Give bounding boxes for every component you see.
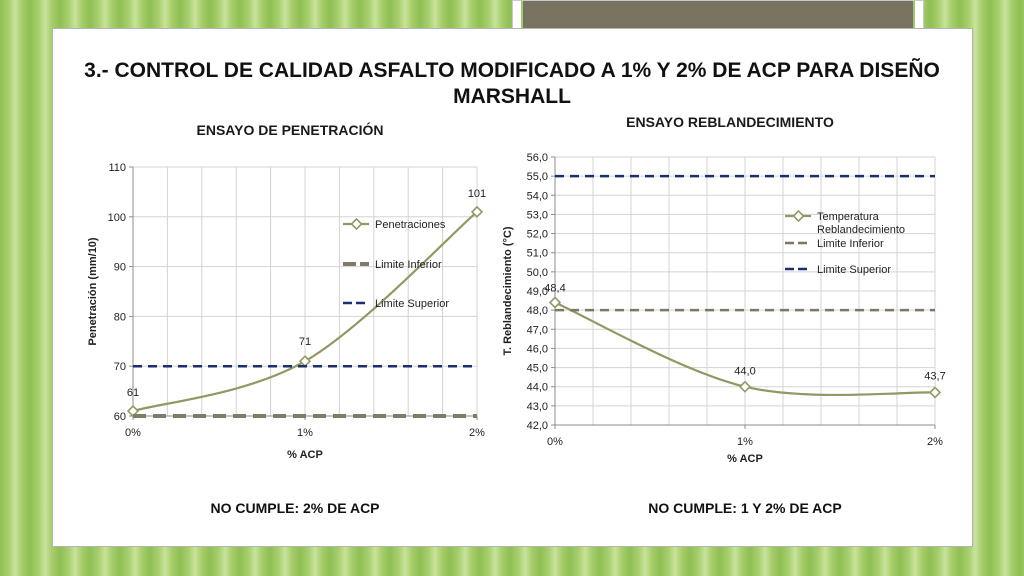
x-tick-label: 0% [547, 436, 563, 448]
data-point-marker [298, 355, 312, 368]
slide-title: 3.- CONTROL DE CALIDAD ASFALTO MODIFICAD… [84, 59, 940, 108]
legend-swatch-marker [792, 209, 805, 223]
legend-entry-label: Limite Superior [817, 264, 891, 276]
y-tick-label: 43,0 [527, 401, 548, 413]
data-point-marker [126, 404, 140, 418]
softening-chart-title: ENSAYO REBLANDECIMIENTO [626, 114, 834, 130]
y-tick-label: 100 [108, 212, 126, 224]
legend-entry-label: Limite Superior [375, 298, 449, 310]
x-axis-label: % ACP [727, 453, 763, 465]
x-axis-label: % ACP [287, 449, 323, 461]
legend-entry-label: Penetraciones [375, 219, 446, 231]
data-label: 48,4 [544, 282, 565, 294]
y-tick-label: 48,0 [527, 305, 548, 317]
y-tick-label: 47,0 [527, 324, 548, 336]
y-tick-label: 52,0 [527, 229, 548, 241]
y-tick-label: 56,0 [527, 152, 548, 164]
legend-entry-label: Limite Inferior [817, 238, 884, 250]
y-tick-label: 42,0 [527, 420, 548, 432]
data-label: 101 [468, 188, 486, 200]
data-label: 44,0 [734, 366, 755, 378]
y-axis-label: T. Reblandecimiento (°C) [502, 226, 514, 355]
y-axis-label: Penetración (mm/10) [87, 237, 99, 346]
softening-verdict: NO CUMPLE: 1 Y 2% DE ACP [648, 500, 842, 516]
data-point-marker [470, 205, 484, 218]
y-tick-label: 45,0 [527, 363, 548, 375]
x-tick-label: 1% [737, 436, 753, 448]
legend-entry-label: Limite Inferior [375, 259, 442, 271]
y-tick-label: 50,0 [527, 267, 548, 279]
legend-swatch-marker [350, 217, 363, 231]
legend-entry-label: Temperatura [817, 211, 880, 223]
data-point-marker [928, 386, 942, 399]
data-point-marker [738, 380, 752, 393]
y-tick-label: 70 [114, 361, 126, 373]
y-tick-label: 90 [114, 262, 126, 274]
y-tick-label: 80 [114, 311, 126, 323]
penetration-verdict: NO CUMPLE: 2% DE ACP [210, 500, 380, 516]
x-tick-label: 2% [927, 436, 943, 448]
data-label: 43,7 [924, 370, 945, 382]
x-tick-label: 2% [469, 427, 485, 439]
penetration-chart-title: ENSAYO DE PENETRACIÓN [196, 122, 384, 138]
x-tick-label: 1% [297, 427, 313, 439]
legend-entry-label: Reblandecimiento [817, 224, 905, 236]
y-tick-label: 54,0 [527, 190, 548, 202]
y-tick-label: 46,0 [527, 343, 548, 355]
y-tick-label: 51,0 [527, 248, 548, 260]
data-label: 71 [299, 336, 311, 348]
y-tick-label: 49,0 [527, 286, 548, 298]
y-tick-label: 60 [114, 411, 126, 423]
y-tick-label: 55,0 [527, 171, 548, 183]
y-tick-label: 110 [108, 162, 126, 174]
y-tick-label: 44,0 [527, 382, 548, 394]
data-point-marker [548, 296, 562, 309]
slide-panel [52, 28, 973, 547]
x-tick-label: 0% [125, 427, 141, 439]
data-label: 61 [127, 387, 139, 399]
y-tick-label: 53,0 [527, 209, 548, 221]
